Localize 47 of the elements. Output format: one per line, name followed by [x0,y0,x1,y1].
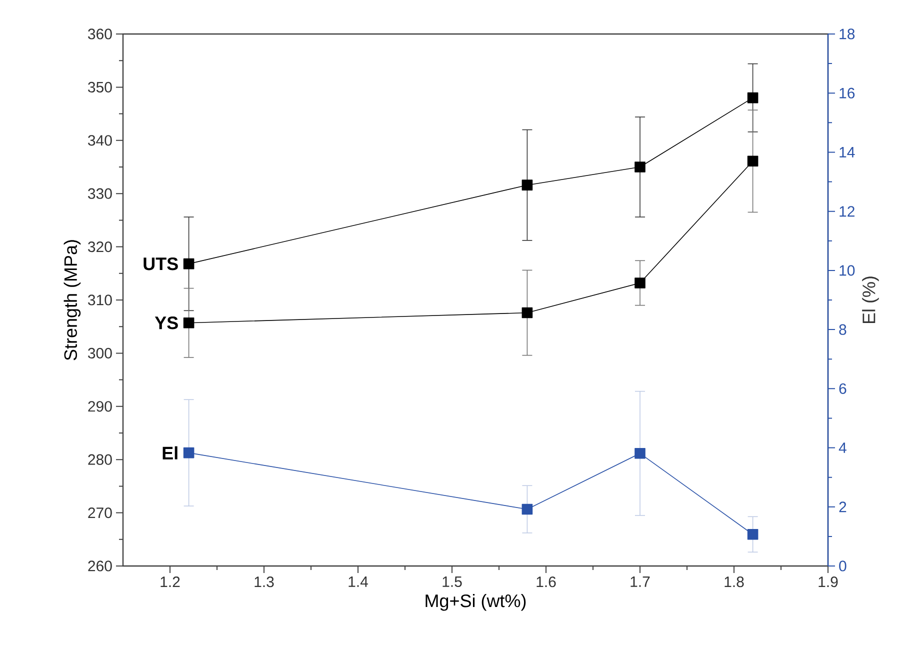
y2-axis-title: El (%) [862,276,879,324]
y-tick-label: 300 [88,348,112,359]
x-tick-label: 1.2 [160,576,180,588]
point [183,447,194,458]
series-label: YS [154,316,178,330]
y2-tick-label: 8 [839,324,846,335]
point [634,278,646,288]
x-tick-label: 1.5 [442,576,462,587]
y-tick-label: 320 [88,241,112,252]
y-tick-label: 270 [88,507,112,518]
x-tick-label: 1.7 [630,576,650,587]
y2-tick-label: 10 [840,265,855,276]
point [634,162,646,172]
point [522,307,533,318]
y2-tick-label: 18 [840,28,855,40]
y-tick-label: 280 [88,454,112,465]
y-tick-label: 290 [88,401,112,412]
y2-tick-label: 12 [840,206,854,217]
point [522,504,533,515]
x-tick-label: 1.8 [724,576,744,588]
y2-tick-label: 14 [840,147,855,158]
y-tick-label: 330 [88,188,112,199]
series-label: UTS [144,257,178,270]
point [183,317,194,328]
point [747,528,758,540]
y2-tick-label: 2 [839,502,846,512]
y-tick-label: 310 [88,294,112,306]
point [522,180,533,190]
y-tick-label: 340 [88,135,112,146]
x-tick-label: 1.4 [348,576,368,587]
y-tick-label: 260 [88,560,112,572]
x-tick-label: 1.6 [536,576,556,588]
y-axis-title: Strength (MPa) [64,240,81,360]
y2-tick-label: 6 [839,383,846,394]
y-tick-label: 350 [88,82,112,92]
y2-tick-label: 0 [839,560,846,572]
x-tick-label: 1.9 [818,576,838,588]
series-label: El [162,446,178,460]
point [634,448,646,459]
y2-tick-label: 16 [840,88,855,98]
point [747,92,758,104]
point [747,156,758,167]
x-axis-title: Mg+Si (wt%) [426,594,526,611]
y2-tick-label: 4 [838,442,846,453]
point [183,258,194,270]
x-tick-label: 1.3 [254,576,274,588]
y-tick-label: 360 [88,28,112,40]
